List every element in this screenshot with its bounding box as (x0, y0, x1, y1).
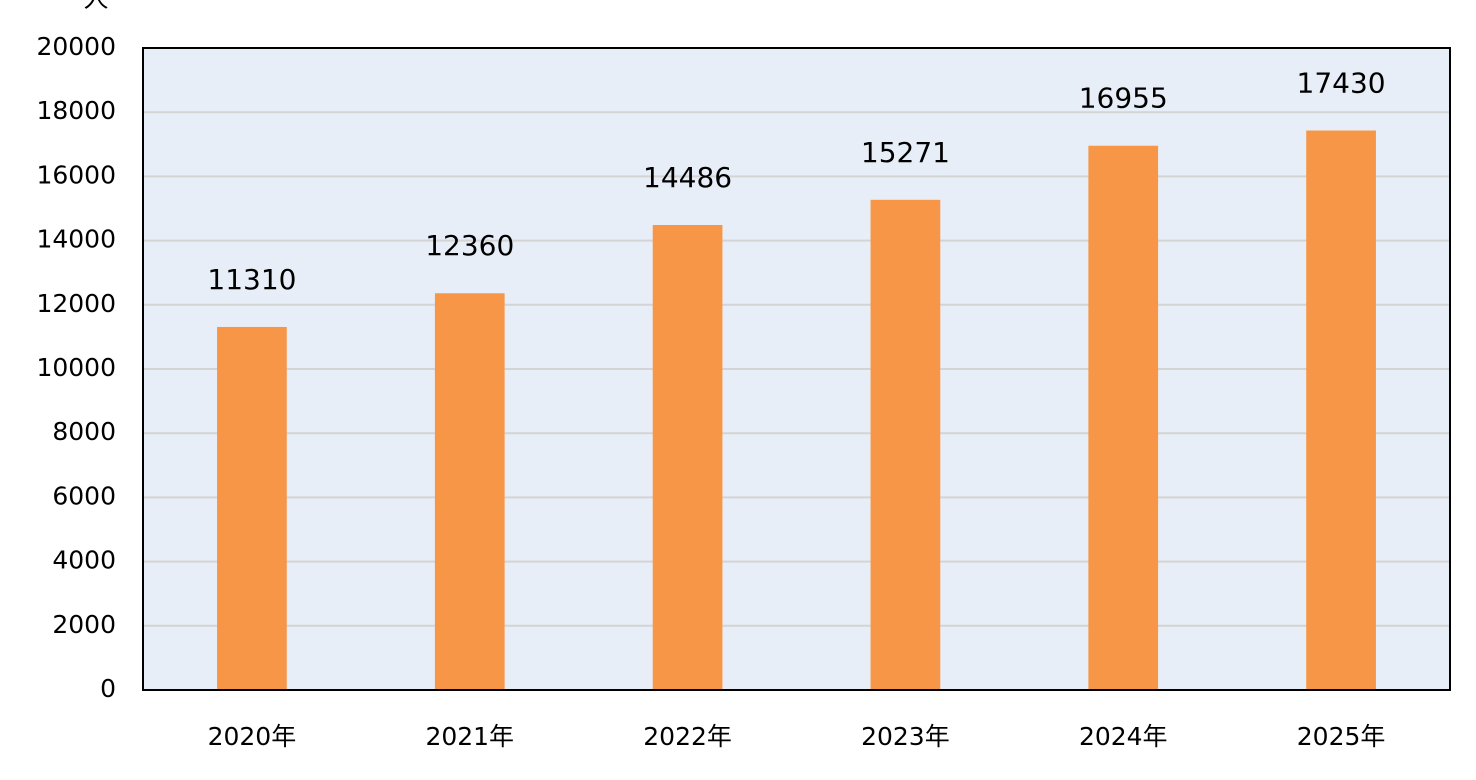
x-tick-label: 2025年 (1297, 722, 1386, 751)
value-label: 12360 (425, 229, 514, 262)
bar (217, 326, 287, 690)
bar (652, 224, 723, 691)
value-label: 15271 (861, 136, 950, 169)
value-label: 17430 (1297, 66, 1386, 99)
value-label: 11310 (207, 263, 296, 296)
bar (1088, 145, 1159, 690)
y-axis-label: 人 (83, 0, 108, 13)
x-tick-label: 2021年 (425, 722, 514, 751)
bar (870, 199, 941, 690)
y-tick-label: 8000 (52, 417, 116, 446)
x-tick-label: 2022年 (643, 722, 732, 751)
y-tick-label: 4000 (52, 546, 116, 575)
y-tick-label: 20000 (36, 32, 116, 61)
y-tick-label: 18000 (36, 96, 116, 125)
y-tick-label: 10000 (36, 353, 116, 382)
x-tick-label: 2020年 (208, 722, 297, 751)
value-label: 14486 (643, 161, 732, 194)
x-tick-label: 2023年 (861, 722, 950, 751)
value-label: 16955 (1079, 82, 1168, 115)
y-tick-label: 6000 (52, 481, 116, 510)
bar (1306, 130, 1376, 690)
plot-frame (142, 47, 1451, 691)
y-tick-label: 16000 (36, 160, 116, 189)
y-tick-label: 14000 (36, 225, 116, 254)
y-tick-label: 12000 (36, 289, 116, 318)
y-tick-label: 2000 (52, 610, 116, 639)
bar (434, 293, 505, 690)
y-tick-label: 0 (100, 674, 116, 703)
x-tick-label: 2024年 (1079, 722, 1168, 751)
